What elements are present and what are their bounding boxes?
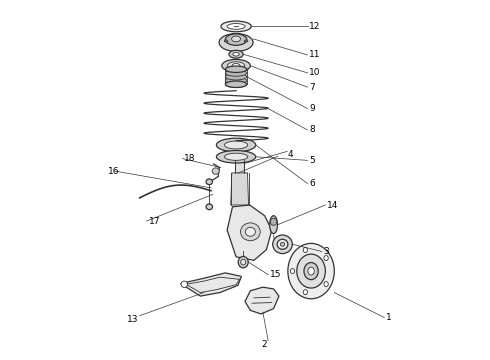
Text: 4: 4 [288,150,294,159]
Text: 15: 15 [270,270,282,279]
Ellipse shape [227,23,245,29]
Ellipse shape [225,81,247,87]
Text: 14: 14 [327,201,339,210]
Ellipse shape [280,242,285,246]
Ellipse shape [224,141,247,149]
Ellipse shape [206,204,213,210]
Ellipse shape [225,81,247,87]
Ellipse shape [238,256,248,268]
Ellipse shape [225,70,247,76]
Polygon shape [227,205,272,260]
Polygon shape [235,160,244,173]
Ellipse shape [277,239,288,249]
Ellipse shape [225,73,247,80]
Ellipse shape [221,21,251,32]
Ellipse shape [241,259,245,265]
Text: 5: 5 [309,156,315,165]
Ellipse shape [303,248,308,252]
Ellipse shape [324,282,328,287]
Ellipse shape [245,40,248,42]
Ellipse shape [297,254,325,288]
Ellipse shape [225,77,247,84]
Text: 2: 2 [262,340,268,349]
Text: 10: 10 [309,68,321,77]
Ellipse shape [288,243,334,299]
Text: 16: 16 [107,167,119,176]
Text: 12: 12 [309,22,320,31]
Ellipse shape [291,269,294,274]
Text: 6: 6 [309,179,315,188]
Text: 3: 3 [323,247,329,256]
Ellipse shape [224,40,228,42]
Text: 13: 13 [127,315,138,324]
Ellipse shape [272,235,293,253]
Ellipse shape [304,262,318,280]
Ellipse shape [303,290,308,294]
Ellipse shape [222,59,250,72]
Ellipse shape [181,281,188,288]
Ellipse shape [245,227,255,236]
Text: 8: 8 [309,126,315,135]
Ellipse shape [232,36,241,42]
Ellipse shape [224,153,247,160]
Ellipse shape [227,62,245,69]
Text: 18: 18 [184,154,196,163]
Ellipse shape [206,179,213,185]
Text: 9: 9 [309,104,315,113]
Text: 17: 17 [148,217,160,226]
Ellipse shape [212,168,220,174]
Ellipse shape [241,223,260,241]
Polygon shape [181,273,242,296]
Ellipse shape [324,256,328,261]
Polygon shape [245,287,279,314]
Ellipse shape [232,64,240,68]
Ellipse shape [308,267,314,275]
Text: 7: 7 [309,83,315,92]
Ellipse shape [270,216,277,234]
Ellipse shape [229,50,243,58]
Ellipse shape [270,218,277,225]
Polygon shape [231,173,248,205]
Text: 11: 11 [309,50,321,59]
Ellipse shape [219,33,253,51]
Ellipse shape [233,53,239,56]
Ellipse shape [225,34,247,45]
Ellipse shape [217,138,256,152]
Ellipse shape [217,150,256,163]
Text: 1: 1 [386,313,392,322]
Ellipse shape [225,66,247,72]
